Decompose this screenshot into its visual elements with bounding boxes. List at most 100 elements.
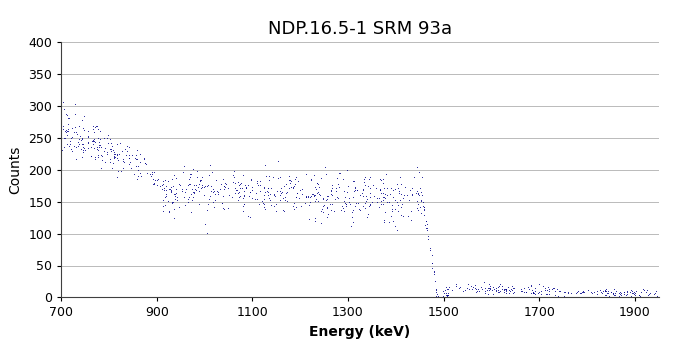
Point xyxy=(364,203,375,209)
Point xyxy=(199,221,210,227)
Point xyxy=(471,286,481,292)
Point xyxy=(544,295,555,300)
Point xyxy=(217,193,228,199)
Point xyxy=(480,290,491,296)
Point xyxy=(126,165,136,171)
Point xyxy=(398,195,409,201)
Point xyxy=(213,192,223,197)
Point xyxy=(265,202,276,208)
Point xyxy=(315,175,326,181)
Point xyxy=(299,200,310,206)
Point xyxy=(95,166,106,171)
Point xyxy=(272,188,282,194)
Point xyxy=(468,284,479,290)
Point xyxy=(307,191,318,197)
Point xyxy=(475,284,486,290)
Point xyxy=(540,285,551,291)
Point xyxy=(213,189,223,195)
Point xyxy=(149,177,160,183)
Point xyxy=(57,99,68,105)
Point xyxy=(592,288,603,294)
Point xyxy=(412,191,423,196)
Point xyxy=(117,159,128,164)
Point xyxy=(124,155,134,161)
Point xyxy=(360,182,371,187)
Point xyxy=(341,203,352,209)
Point xyxy=(301,171,312,177)
Point xyxy=(222,205,233,210)
Point xyxy=(284,177,295,182)
Point xyxy=(522,285,533,290)
Point xyxy=(619,291,629,297)
Point xyxy=(93,144,104,150)
Point xyxy=(234,194,244,199)
Point xyxy=(284,185,295,191)
Point xyxy=(89,124,100,130)
Point xyxy=(78,114,89,119)
Point xyxy=(322,204,333,210)
Point xyxy=(499,286,510,292)
Point xyxy=(311,180,322,186)
Point xyxy=(166,176,177,181)
Point xyxy=(345,224,356,229)
Point xyxy=(547,287,557,292)
Point xyxy=(518,285,529,291)
Point xyxy=(162,178,173,184)
Point xyxy=(636,289,647,295)
Point xyxy=(325,188,336,194)
Point xyxy=(615,292,626,298)
Point xyxy=(562,290,573,295)
Point xyxy=(199,183,210,189)
Point xyxy=(624,289,635,295)
Point xyxy=(242,182,253,188)
Point xyxy=(430,286,441,292)
Point xyxy=(185,209,196,215)
Point xyxy=(627,288,638,294)
Point xyxy=(162,198,173,204)
Point xyxy=(309,172,320,178)
Point xyxy=(170,192,181,197)
Point xyxy=(464,286,475,292)
Point xyxy=(537,284,548,289)
Point xyxy=(365,202,375,208)
Point xyxy=(206,170,217,175)
Point xyxy=(167,200,178,206)
Point xyxy=(185,172,196,177)
Point xyxy=(348,178,359,184)
Point xyxy=(239,193,250,199)
Point xyxy=(339,199,350,204)
Point xyxy=(585,295,596,300)
Point xyxy=(337,204,348,209)
Point xyxy=(89,129,100,135)
Point xyxy=(234,182,245,188)
Point xyxy=(339,188,350,194)
Point xyxy=(378,181,389,186)
Point xyxy=(58,107,69,112)
Y-axis label: Counts: Counts xyxy=(9,146,22,194)
Point xyxy=(577,288,588,294)
Point xyxy=(507,288,517,293)
Point xyxy=(528,291,538,296)
Point xyxy=(57,124,68,129)
Point xyxy=(280,194,291,200)
Point xyxy=(291,204,301,210)
Point xyxy=(636,295,646,300)
Point xyxy=(308,193,319,199)
Point xyxy=(493,290,504,295)
Point xyxy=(415,185,426,191)
Point xyxy=(352,187,363,193)
Point xyxy=(442,287,453,292)
Point xyxy=(98,148,109,154)
Point xyxy=(487,287,498,293)
Point xyxy=(406,217,417,223)
Point xyxy=(255,182,265,188)
Point xyxy=(63,127,74,132)
Point xyxy=(573,288,584,294)
Point xyxy=(578,290,589,295)
Point xyxy=(630,292,641,297)
Point xyxy=(250,196,261,201)
Point xyxy=(178,164,189,169)
Point xyxy=(132,173,143,178)
Point xyxy=(494,284,504,289)
Point xyxy=(67,125,77,131)
